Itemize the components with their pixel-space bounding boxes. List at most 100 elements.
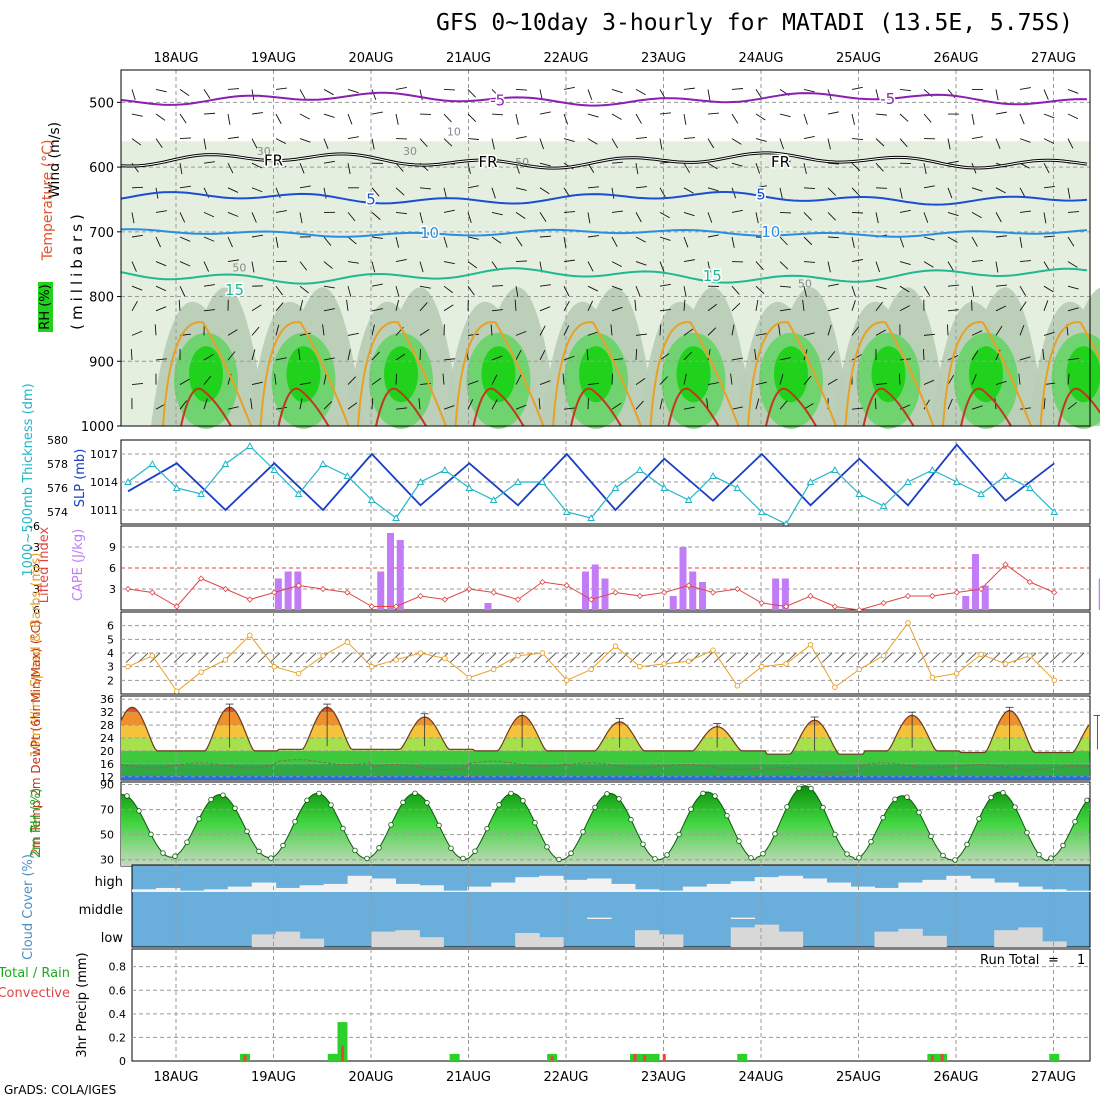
lifted-index-point: [271, 589, 278, 596]
isotherm-25: [472, 387, 525, 427]
cape-bar: [284, 571, 292, 610]
wind-barb: [467, 285, 475, 296]
wind-barb: [947, 211, 959, 217]
wind-speed-point: [271, 663, 278, 670]
wind-barb: [1067, 307, 1079, 312]
wind-barb: [707, 327, 717, 336]
date-label-bottom: 24AUG: [738, 1070, 783, 1085]
wind-barb: [947, 261, 954, 272]
rh2m-point: [472, 848, 478, 854]
lifted-index-tick: -3: [29, 541, 40, 554]
wind-barb: [371, 111, 383, 115]
rh2m-area: [121, 785, 1090, 866]
wind-barb: [371, 261, 376, 273]
rh-shading: [121, 141, 1100, 429]
lifted-index-point: [880, 599, 887, 607]
wind-barb: [251, 381, 263, 386]
isotherm-20: [454, 321, 545, 427]
isotherm-20: [259, 321, 350, 427]
cape-bars: [274, 533, 1100, 610]
wind-barb: [467, 236, 479, 240]
wind-barb: [395, 373, 398, 385]
lifted-index-point: [904, 592, 912, 600]
lifted-index-point: [514, 596, 522, 603]
wind-barb-10m: [293, 652, 305, 663]
isotherm-25: [667, 387, 720, 427]
wind-barb-10m: [473, 652, 485, 663]
wind-barb: [803, 187, 816, 189]
wind-barb: [755, 381, 767, 386]
lifted-index-point: [417, 592, 424, 600]
wind-barb: [347, 332, 359, 336]
wind-barb: [611, 187, 615, 199]
lifted-index-point: [685, 582, 692, 589]
isotherm-20: [747, 321, 837, 427]
isotherm-25: [765, 387, 817, 427]
cloud-bar-low: [658, 934, 684, 947]
wind-barb-10m: [1037, 652, 1049, 663]
lifted-index-point: [929, 592, 936, 600]
wind-barb: [179, 163, 183, 175]
wind-barb: [1043, 212, 1047, 224]
wind-barb: [875, 382, 887, 386]
rh2m-point: [688, 806, 694, 812]
wind-barb: [491, 89, 501, 98]
wind-barb: [779, 373, 784, 385]
thickness-point: [416, 477, 425, 485]
cloud-bar-high: [970, 878, 995, 892]
precip-convective-bar: [930, 1055, 934, 1061]
cloud-bar-high: [1018, 886, 1043, 892]
wind-barb: [659, 112, 671, 115]
cloud-bar-high: [323, 883, 349, 892]
temp-band: [121, 750, 1090, 764]
wind-barb-10m: [965, 652, 977, 663]
wind-barb: [659, 324, 662, 336]
wind-barb-10m: [809, 652, 821, 663]
wind-barb-10m: [977, 652, 989, 663]
wind-barb: [395, 162, 404, 172]
wind-barb: [155, 306, 167, 312]
lifted-index-tick: 0: [33, 562, 40, 575]
wind-barb: [635, 137, 647, 140]
wind-barb: [443, 113, 452, 123]
lifted-index-point: [173, 603, 180, 610]
wind-barb: [323, 160, 335, 164]
wind-barb-10m: [305, 652, 317, 663]
wind-barb: [203, 211, 215, 218]
rh2m-point: [316, 790, 322, 797]
wind-barb: [227, 351, 236, 361]
temp-tick: 20: [100, 745, 114, 758]
wind-barb: [131, 261, 137, 272]
wind-barb-10m: [641, 652, 653, 663]
cloud-bar-high: [587, 878, 612, 892]
wind-barb: [779, 138, 784, 150]
rh2m-point: [868, 838, 874, 845]
date-axis-top: 18AUG 19AUG 20AUG 21AUG 22AUG 23AUG 24AUG 25AUG…: [153, 51, 1076, 66]
date-label-bottom: 20AUG: [348, 1070, 393, 1085]
wind-speed-point: [490, 666, 497, 673]
cloud-bar-high: [371, 878, 396, 892]
rh2m-point: [436, 822, 442, 829]
wind-barb-10m: [449, 652, 461, 663]
temp-tick: 32: [100, 706, 114, 719]
wind-barb: [635, 236, 646, 243]
wind-barb: [923, 212, 929, 223]
wind-barb: [131, 300, 138, 312]
wind-barb: [827, 261, 831, 273]
wind-barb: [227, 88, 240, 90]
cloud-bar-high: [539, 875, 564, 892]
wind-barb: [827, 212, 837, 221]
wind-barb: [635, 378, 646, 385]
wind-barb: [1067, 402, 1077, 410]
wind-speed-point: [929, 674, 936, 681]
wind-barb: [371, 351, 380, 361]
cloud-bar-low: [419, 937, 444, 947]
rh2m-point: [940, 852, 946, 859]
wind-barb: [130, 348, 133, 361]
wind-barb: [155, 138, 163, 148]
wind-speed-point: [198, 669, 204, 675]
wind-barb: [419, 138, 428, 148]
wind-barb: [995, 89, 999, 101]
wind-barb: [371, 187, 380, 197]
